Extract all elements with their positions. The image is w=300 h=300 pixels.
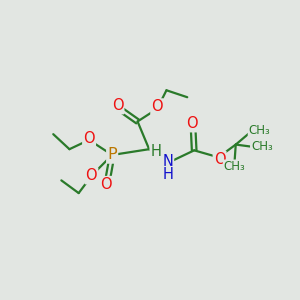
Text: CH₃: CH₃: [224, 160, 245, 173]
Text: CH₃: CH₃: [251, 140, 273, 153]
Text: H: H: [162, 167, 173, 182]
Text: O: O: [152, 99, 163, 114]
Text: N: N: [162, 154, 173, 169]
Text: O: O: [186, 116, 198, 131]
Text: H: H: [151, 143, 161, 158]
Text: O: O: [83, 131, 95, 146]
Text: O: O: [214, 152, 225, 166]
Text: O: O: [85, 168, 97, 183]
Text: O: O: [112, 98, 123, 113]
Text: P: P: [107, 148, 117, 163]
Text: CH₃: CH₃: [249, 124, 270, 136]
Text: O: O: [100, 177, 112, 192]
